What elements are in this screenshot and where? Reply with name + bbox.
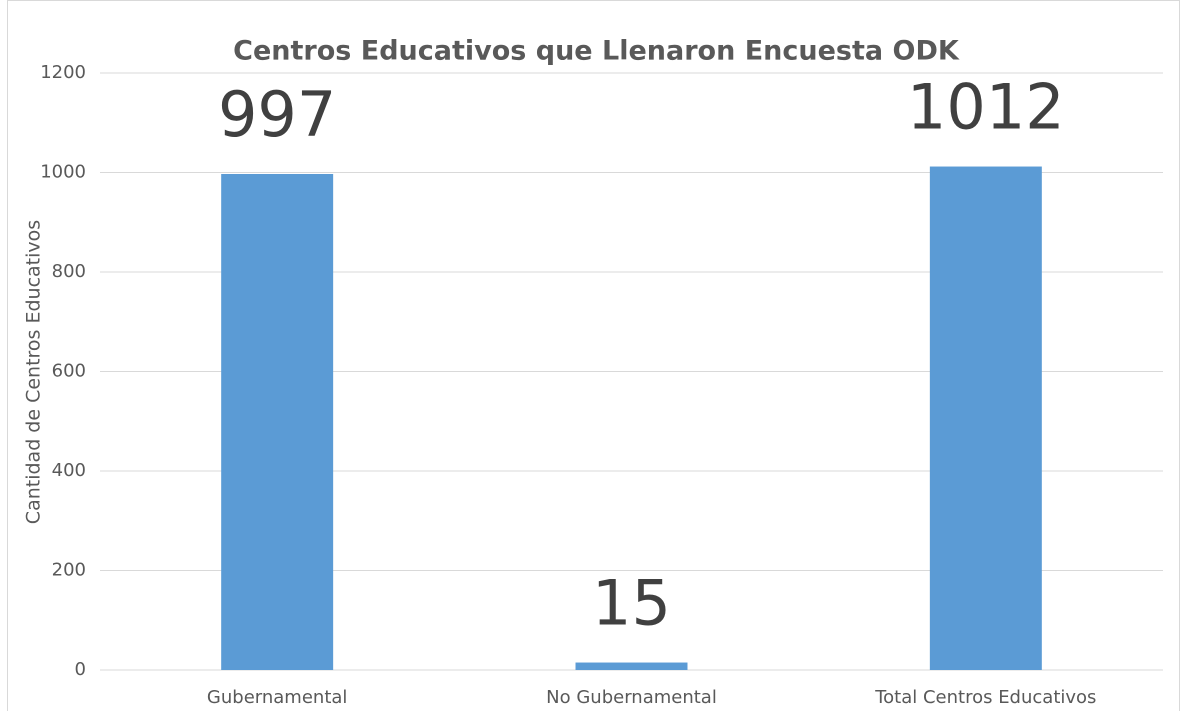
y-tick-label: 1200 — [40, 62, 86, 83]
y-tick-label: 1000 — [40, 162, 86, 183]
data-label: 1012 — [907, 71, 1065, 144]
bar — [575, 662, 688, 670]
chart-title: Centros Educativos que Llenaron Encuesta… — [233, 36, 960, 67]
y-axis-label: Cantidad de Centros Educativos — [23, 220, 45, 524]
x-tick-label: Gubernamental — [207, 687, 347, 708]
bar — [929, 166, 1042, 670]
x-tick-label: No Gubernamental — [546, 687, 717, 708]
y-tick-label: 600 — [52, 361, 86, 382]
data-label: 15 — [592, 567, 671, 640]
y-tick-label: 800 — [52, 261, 86, 282]
x-tick-label: Total Centros Educativos — [874, 687, 1096, 708]
data-label: 997 — [218, 78, 336, 151]
y-tick-label: 0 — [75, 659, 86, 680]
y-tick-label: 200 — [52, 560, 86, 581]
y-tick-label: 400 — [52, 460, 86, 481]
bar — [221, 173, 334, 670]
